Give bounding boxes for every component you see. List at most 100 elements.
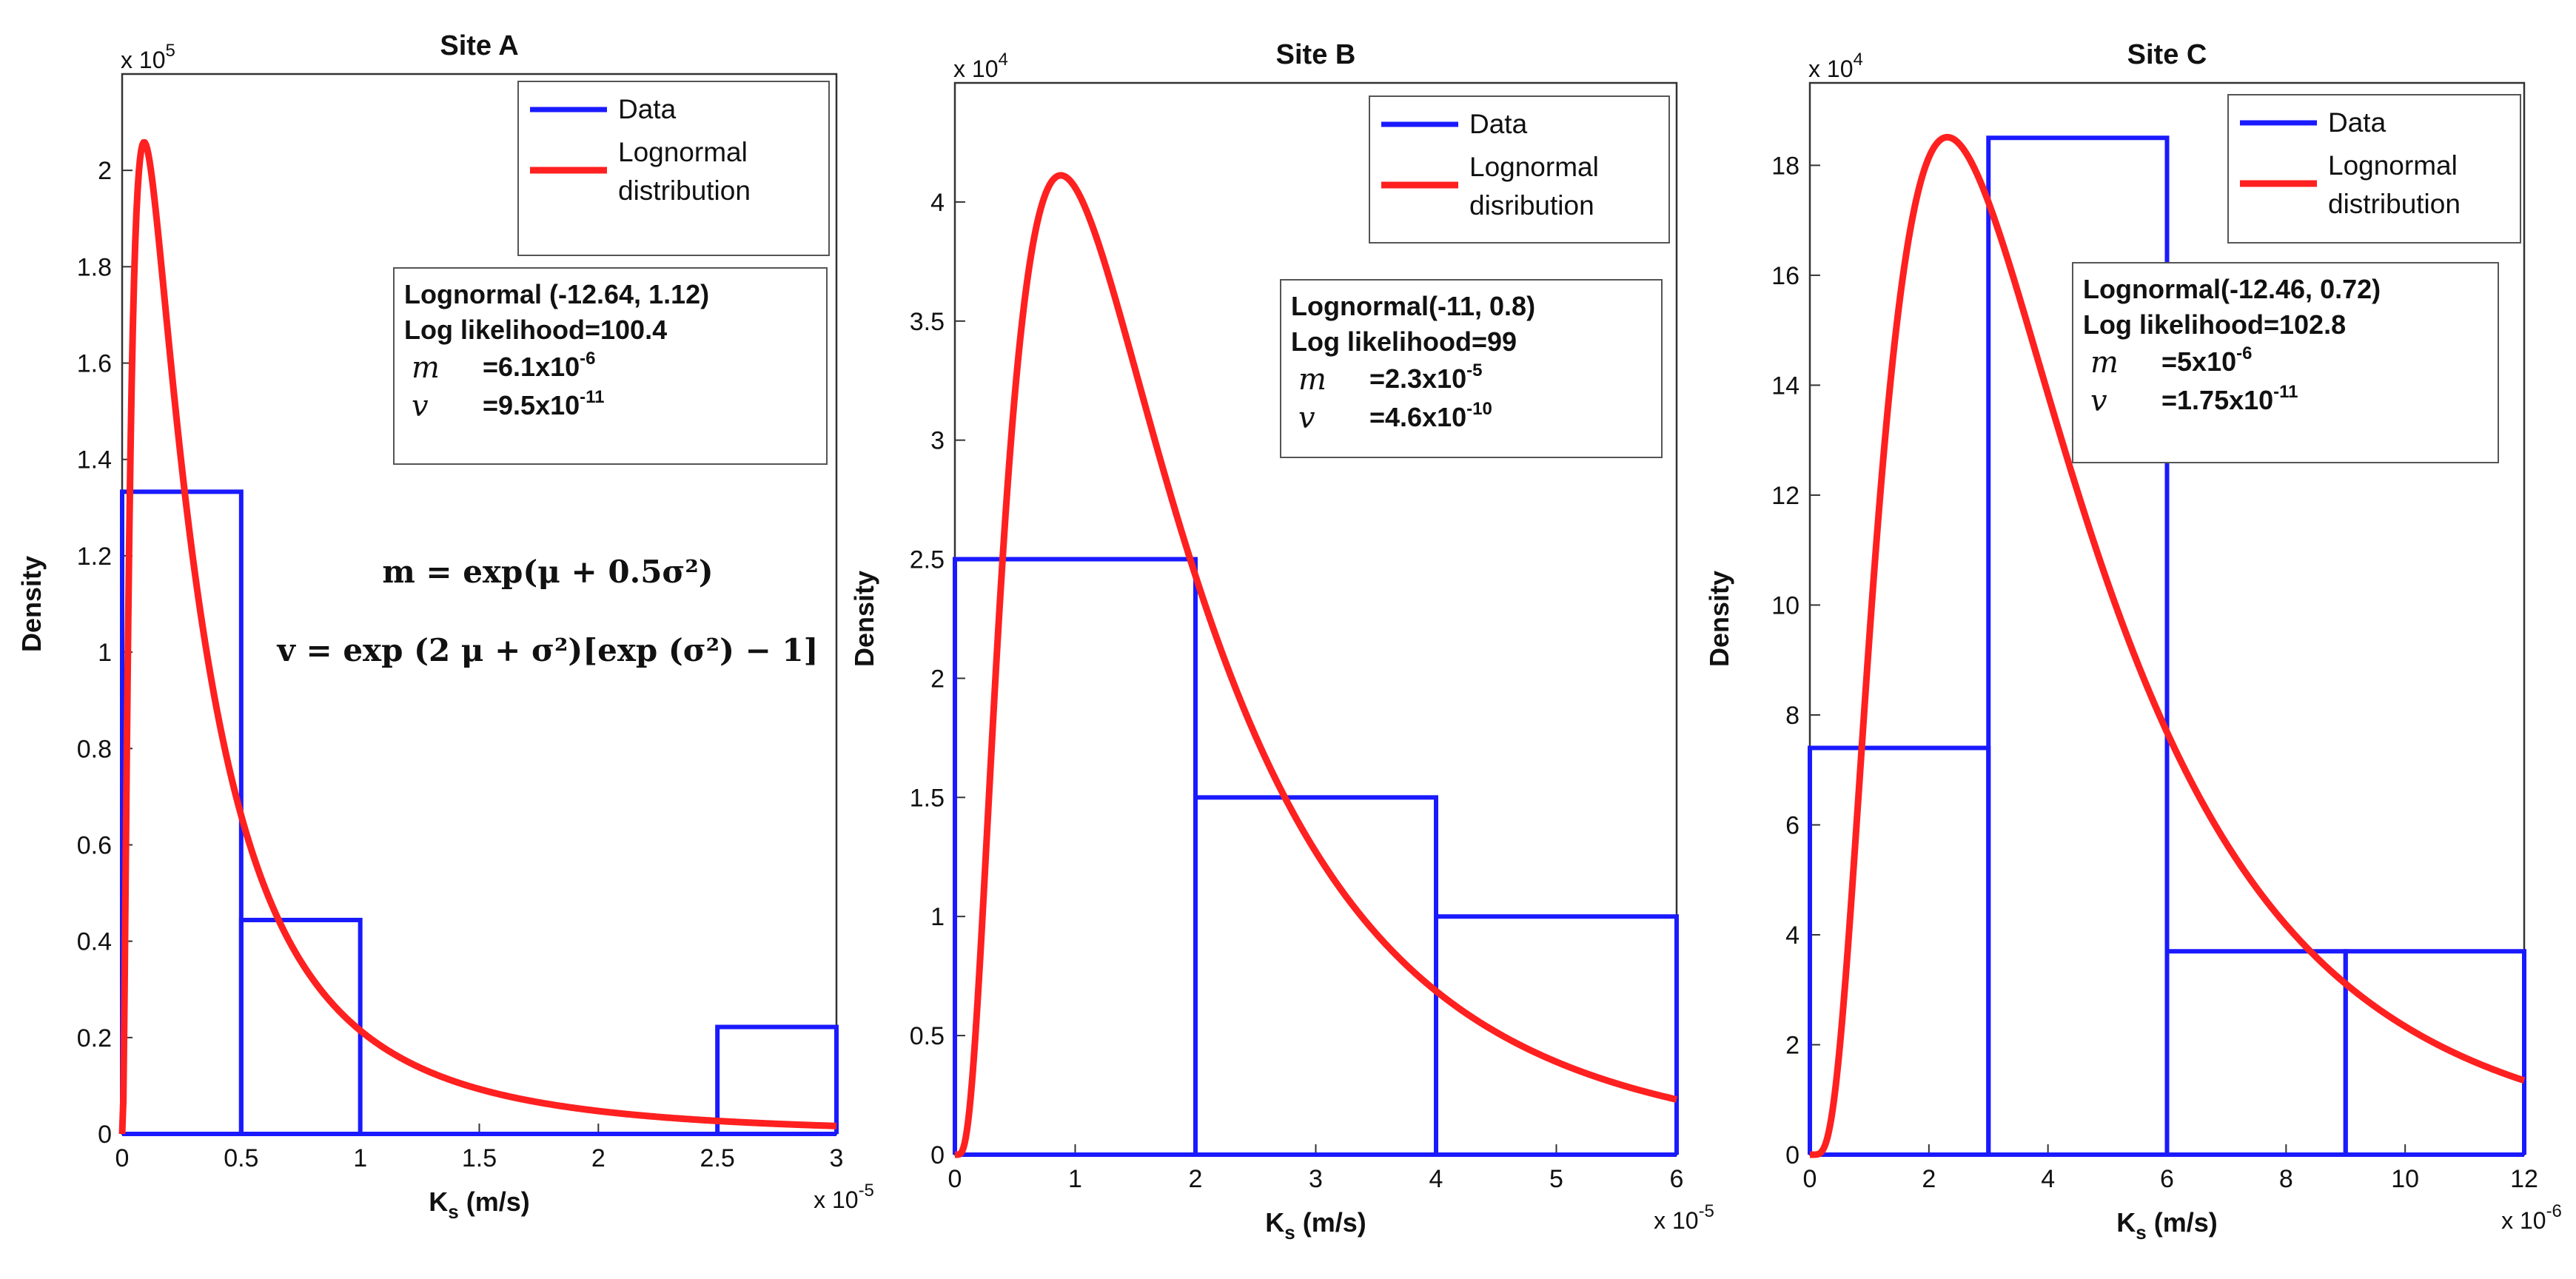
formula-m: m = exp(μ + 0.5σ²) <box>382 554 713 590</box>
stats-v-symbol: v <box>412 389 429 423</box>
x-axis-label-main: K <box>429 1186 448 1217</box>
y-tick-label: 16 <box>1771 262 1799 290</box>
y-multiplier-exp: 4 <box>1853 50 1862 70</box>
stats-m-exp: -5 <box>1466 360 1482 380</box>
chart-title: Site C <box>2127 39 2207 70</box>
y-tick-label: 0 <box>930 1141 945 1169</box>
x-axis-label: Ks (m/s) <box>429 1186 529 1223</box>
stats-box <box>2072 262 2499 463</box>
legend-box <box>1369 95 1670 244</box>
x-tick-label: 10 <box>2391 1165 2419 1193</box>
chart-site-a: 0 0.5 1 1.5 2 2.5 3 0 0.2 0.4 0.6 0.8 1 1.2 1.4 1.6 1.8 2… <box>16 30 874 1223</box>
stats-v-value-base: =9.5x10 <box>483 390 580 420</box>
y-tick-label: 0.6 <box>77 831 112 859</box>
stats-m-exp: -6 <box>580 349 595 369</box>
x-axis-label-sub: s <box>2136 1221 2146 1243</box>
stats-line-2: Log likelihood=100.4 <box>404 315 667 345</box>
stats-line-1: Lognormal (-12.64, 1.12) <box>404 279 709 309</box>
y-tick-label: 1.4 <box>77 446 112 474</box>
y-multiplier-base: x 10 <box>121 47 165 73</box>
x-tick-label: 0 <box>1803 1165 1817 1193</box>
y-tick-label: 14 <box>1771 372 1799 400</box>
histogram-bar <box>715 1024 839 1134</box>
y-tick-label: 3.5 <box>910 308 945 336</box>
stats-box <box>393 267 828 465</box>
stats-m-symbol: m <box>1298 363 1326 397</box>
x-tick-label: 2 <box>1922 1165 1936 1193</box>
chart-title: Site B <box>1276 39 1356 70</box>
y-tick-label: 1.5 <box>910 784 945 812</box>
stats-m-value-base: =2.3x10 <box>1369 363 1466 394</box>
stats-v-symbol: v <box>1298 401 1315 435</box>
y-tick-label: 2 <box>1785 1031 1799 1059</box>
y-tick-label: 18 <box>1771 152 1799 180</box>
y-tick-label: 2 <box>98 157 112 185</box>
y-tick-label: 10 <box>1771 591 1799 620</box>
y-tick-label: 6 <box>1785 811 1799 839</box>
y-tick-label: 2 <box>930 665 945 693</box>
stats-m-value: =6.1x10-6 <box>483 349 595 382</box>
x-axis-label-unit: (m/s) <box>2147 1207 2218 1238</box>
stats-m-value: =2.3x10-5 <box>1369 360 1482 394</box>
x-axis-label-sub: s <box>1284 1221 1295 1243</box>
lognormal-curve <box>118 138 839 1135</box>
x-tick-label: 4 <box>2041 1165 2055 1193</box>
x-tick-label: 6 <box>1670 1165 1684 1193</box>
stats-line-1: Lognormal(-11, 0.8) <box>1291 291 1535 321</box>
stats-m-symbol: m <box>412 351 440 385</box>
stats-line-2: Log likelihood=102.8 <box>2083 309 2346 340</box>
y-tick-label: 4 <box>930 189 945 217</box>
legend-data-label: Data <box>2328 107 2387 138</box>
x-tick-label: 3 <box>1309 1165 1323 1193</box>
x-tick-label: 2 <box>591 1144 606 1172</box>
y-tick-label: 0.8 <box>77 735 112 763</box>
x-tick-label: 0 <box>948 1165 962 1193</box>
stats-m-value: =5x10-6 <box>2161 343 2252 377</box>
stats-v-value-base: =1.75x10 <box>2161 385 2273 415</box>
x-tick-label: 1 <box>353 1144 367 1172</box>
legend-fit-label-2: distribution <box>618 175 751 206</box>
x-tick-label: 3 <box>830 1144 844 1172</box>
legend-fit-label-1: Lognormal <box>618 137 748 167</box>
x-axis-label-main: K <box>2116 1207 2136 1238</box>
x-multiplier-base: x 10 <box>2501 1207 2546 1234</box>
x-tick-label: 1 <box>1068 1165 1082 1193</box>
formula-v: v = exp (2 μ + σ²)[exp (σ²) − 1] <box>277 632 819 668</box>
x-tick-label: 6 <box>2160 1165 2174 1193</box>
y-tick-label: 12 <box>1771 482 1799 510</box>
stats-v-exp: -11 <box>2273 382 2298 402</box>
x-axis-label: Ks (m/s) <box>1265 1207 1366 1243</box>
stats-box <box>1280 279 1663 458</box>
stats-v-exp: -11 <box>580 387 604 407</box>
lognormal-curve <box>1808 133 2526 1158</box>
legend-fit-label-2: distribution <box>2328 189 2461 219</box>
y-tick-label: 1.2 <box>77 543 112 571</box>
x-multiplier-exp: -5 <box>859 1181 874 1201</box>
y-tick-label: 0.2 <box>77 1024 112 1053</box>
y-tick-label: 0 <box>1785 1141 1799 1169</box>
x-tick-label: 12 <box>2510 1165 2538 1193</box>
y-multiplier-exp: 4 <box>998 50 1007 70</box>
x-multiplier-exp: -5 <box>1699 1201 1714 1221</box>
lognormal-curve <box>953 172 1679 1158</box>
y-tick-label: 1 <box>930 903 945 931</box>
x-tick-label: 2.5 <box>700 1144 735 1172</box>
legend-data-label: Data <box>1469 109 1528 139</box>
stats-m-exp: -6 <box>2236 343 2252 363</box>
stats-v-value: =4.6x10-10 <box>1369 399 1492 432</box>
x-multiplier-exp: -6 <box>2546 1201 2562 1221</box>
y-tick-label: 2.5 <box>910 546 945 574</box>
legend-data-label: Data <box>618 94 677 124</box>
x-tick-label: 0.5 <box>224 1144 258 1172</box>
stats-v-exp: -10 <box>1466 399 1492 419</box>
y-tick-label: 4 <box>1785 922 1799 950</box>
y-multiplier-base: x 10 <box>1808 56 1853 82</box>
y-multiplier-base: x 10 <box>953 56 998 82</box>
histogram-bar <box>120 489 244 1134</box>
histogram-bar <box>953 557 1198 1155</box>
stats-m-symbol: m <box>2090 346 2119 380</box>
y-tick-label: 1 <box>98 639 112 667</box>
